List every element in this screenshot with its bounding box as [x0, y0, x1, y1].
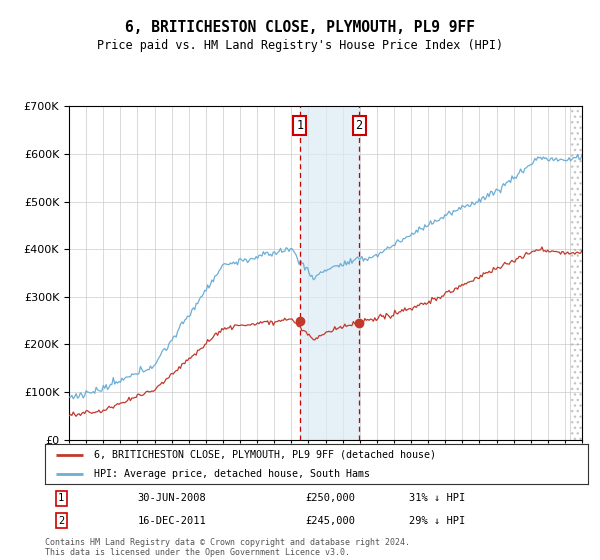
Text: 16-DEC-2011: 16-DEC-2011 [137, 516, 206, 526]
Text: 1: 1 [58, 493, 64, 503]
Text: HPI: Average price, detached house, South Hams: HPI: Average price, detached house, Sout… [94, 469, 370, 478]
Text: Price paid vs. HM Land Registry's House Price Index (HPI): Price paid vs. HM Land Registry's House … [97, 39, 503, 52]
Bar [300, 106, 359, 440]
Text: 1: 1 [296, 119, 304, 132]
Text: 6, BRITICHESTON CLOSE, PLYMOUTH, PL9 9FF (detached house): 6, BRITICHESTON CLOSE, PLYMOUTH, PL9 9FF… [94, 450, 436, 460]
Text: £250,000: £250,000 [305, 493, 356, 503]
Text: 6, BRITICHESTON CLOSE, PLYMOUTH, PL9 9FF: 6, BRITICHESTON CLOSE, PLYMOUTH, PL9 9FF [125, 20, 475, 35]
Text: 2: 2 [355, 119, 362, 132]
Text: £245,000: £245,000 [305, 516, 356, 526]
Text: 31% ↓ HPI: 31% ↓ HPI [409, 493, 465, 503]
Text: 30-JUN-2008: 30-JUN-2008 [137, 493, 206, 503]
Text: 29% ↓ HPI: 29% ↓ HPI [409, 516, 465, 526]
Text: Contains HM Land Registry data © Crown copyright and database right 2024.
This d: Contains HM Land Registry data © Crown c… [45, 538, 410, 557]
Text: 2: 2 [58, 516, 64, 526]
